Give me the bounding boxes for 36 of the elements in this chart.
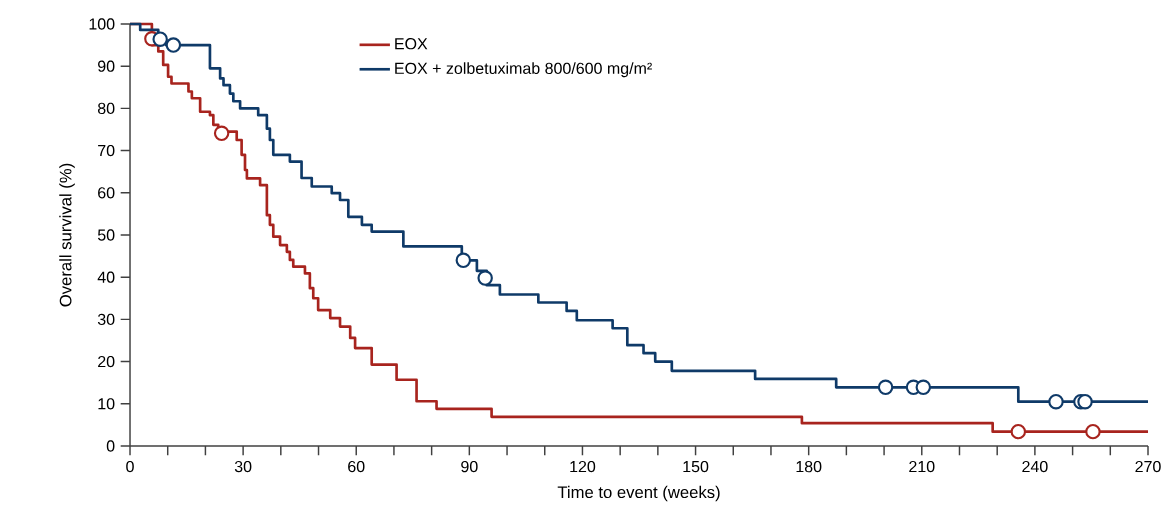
point: [152, 31, 168, 47]
x-tick-label: 60: [348, 460, 365, 473]
point: [1085, 423, 1101, 440]
x-tick-label: 90: [461, 460, 478, 473]
point: [477, 270, 493, 286]
y-axis-title: Overall survival (%): [59, 163, 75, 307]
y-tick-label: 20: [98, 355, 115, 368]
legend-label: EOX + zolbetuximab 800/600 mg/m²: [395, 62, 652, 78]
point: [1010, 423, 1027, 440]
x-tick-label: 210: [909, 460, 935, 473]
x-tick-label: 270: [1135, 460, 1161, 473]
x-tick-label: 120: [570, 460, 596, 473]
point: [1077, 393, 1093, 410]
y-tick-label: 0: [106, 440, 115, 452]
y-tick-label: 30: [97, 313, 115, 326]
y-tick-label: 70: [98, 144, 115, 157]
point: [1048, 393, 1064, 410]
y-tick-label: 40: [97, 271, 115, 283]
point: [877, 379, 894, 396]
x-tick-label: 150: [683, 460, 709, 473]
y-tick-label: 80: [97, 102, 115, 115]
y-tick-label: 10: [98, 398, 115, 410]
y-tick-label: 60: [98, 187, 115, 199]
y-tick-label: 100: [89, 18, 115, 30]
point: [165, 37, 182, 53]
legend-label: EOX: [395, 38, 428, 50]
x-axis-title: Time to event (weeks): [557, 485, 720, 502]
point: [213, 125, 230, 142]
x-tick-label: 0: [126, 460, 134, 473]
x-tick-label: 180: [796, 460, 822, 473]
y-tick-label: 50: [97, 229, 115, 241]
x-tick-label: 30: [234, 460, 252, 473]
point: [455, 252, 472, 269]
x-tick-label: 240: [1022, 460, 1048, 473]
y-tick-label: 90: [98, 60, 115, 72]
point: [915, 379, 932, 396]
